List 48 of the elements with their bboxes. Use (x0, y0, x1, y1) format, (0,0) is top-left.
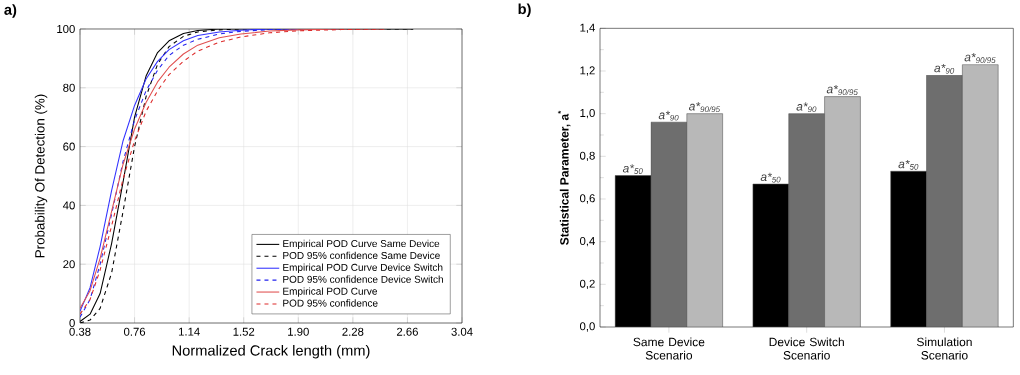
x-tick-label: Simulation Scenario (916, 337, 972, 360)
annotation: a*$_{90/95}$ (688, 102, 721, 113)
y-tick-label: 0,0 (579, 322, 595, 332)
x-tick-label: 1.52 (233, 327, 255, 336)
y-tick-label: 1,2 (580, 66, 595, 76)
legend-label: POD 95% confidence (283, 299, 378, 307)
y-tick-label: 0,8 (579, 151, 595, 162)
bar (962, 64, 999, 327)
x-tick-label: 1.90 (288, 327, 309, 336)
y-axis-title: Probability Of Detection (%) (34, 94, 48, 258)
x-tick-label: 3.04 (451, 327, 473, 336)
annotation: a*$_{90}$ (796, 102, 817, 113)
annotation: a*$_{50}$ (622, 164, 643, 174)
bar (686, 113, 723, 327)
x-tick-label: 1.14 (178, 327, 200, 336)
legend-label: POD 95% confidence Same Device (283, 251, 440, 260)
x-axis-title: Normalized Crack length (mm) (172, 344, 370, 359)
y-tick-label: 0 (69, 319, 75, 328)
annotation: a*$_{90}$ (658, 110, 679, 121)
annotation: a*$_{90/95}$ (826, 85, 858, 95)
legend-label: Empirical POD Curve Same Device (283, 239, 440, 250)
bar (824, 96, 861, 327)
legend-label: Empirical POD Curve Device Switch (283, 263, 443, 273)
y-tick-label: 0,6 (579, 194, 595, 204)
annotation: a*$_{90}$ (934, 63, 955, 74)
y-tick-label: 0,4 (579, 236, 595, 247)
x-tick-label: Same Device Scenario (633, 337, 705, 360)
chart-title: b) (518, 3, 531, 18)
legend-label: Empirical POD Curve (283, 287, 377, 297)
legend-label: POD 95% confidence Device Switch (283, 275, 443, 283)
y-tick-label: 20 (63, 260, 75, 269)
y-tick-label: 1,4 (580, 23, 595, 33)
x-tick-label: 2.28 (342, 327, 364, 336)
annotation: a*$_{50}$ (760, 172, 781, 183)
x-tick-label: 0.38 (69, 327, 91, 336)
x-tick-label: Device Switch Scenario (769, 337, 844, 360)
annotation: a*$_{90/95}$ (964, 53, 996, 64)
annotation: a*$_{50}$ (898, 159, 919, 170)
y-tick-label: 80 (63, 83, 75, 92)
x-tick-label: 2.66 (396, 327, 418, 336)
y-tick-label: 1,0 (580, 108, 595, 119)
y-tick-label: 40 (62, 201, 75, 210)
y-tick-label: 100 (57, 25, 75, 33)
y-axis-title: Statistical Parameter, a$^{*}$ (557, 110, 571, 245)
y-tick-label: 0,2 (579, 279, 595, 290)
y-tick-label: 60 (63, 142, 75, 151)
chart-title: a) (4, 4, 17, 18)
x-tick-label: 0.76 (123, 327, 146, 336)
